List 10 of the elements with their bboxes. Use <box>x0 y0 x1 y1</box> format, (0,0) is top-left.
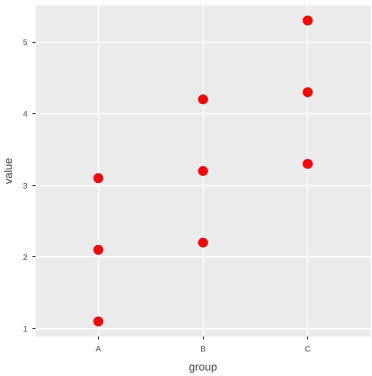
y-tick-label: 1 <box>23 324 28 334</box>
x-tick-label: C <box>304 344 311 354</box>
x-tick-label: A <box>96 344 102 354</box>
y-tick-label: 5 <box>23 38 28 48</box>
y-tick-label: 2 <box>23 252 28 262</box>
x-axis-title: group <box>188 362 218 374</box>
y-tick-label: 4 <box>23 110 28 119</box>
x-tick-label: B <box>200 344 206 354</box>
y-axis-title: value <box>3 158 16 184</box>
y-tick-label: 3 <box>23 181 28 190</box>
